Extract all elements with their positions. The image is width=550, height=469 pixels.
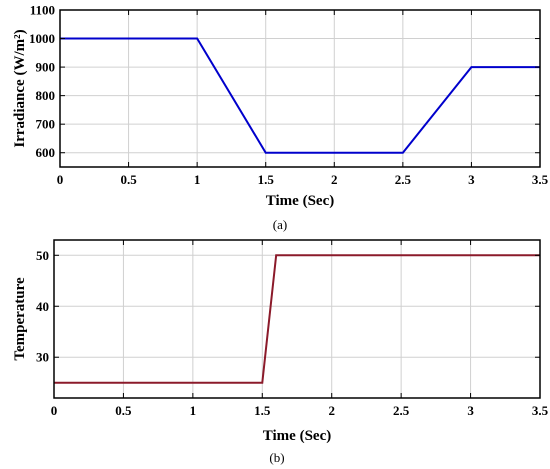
y-axis-label: Irradiance (W/m²) (12, 29, 28, 147)
y-axis-label: Temperature (12, 277, 28, 361)
x-tick-label: 0.5 (120, 172, 137, 187)
x-tick-label: 2.5 (393, 403, 410, 418)
series-line (60, 37, 540, 154)
y-tick-label: 1000 (29, 31, 55, 46)
x-axis-label: Time (Sec) (266, 193, 334, 209)
x-tick-label: 2 (331, 172, 338, 187)
x-tick-label: 2.5 (395, 172, 412, 187)
y-tick-label: 600 (36, 145, 56, 160)
x-tick-label: 3 (468, 172, 475, 187)
plot-frame (53, 239, 541, 399)
y-tick-label: 800 (36, 88, 56, 103)
x-tick-label: 1 (190, 403, 197, 418)
x-tick-label: 0 (51, 403, 58, 418)
x-tick-label: 0 (57, 172, 64, 187)
x-tick-label: 3.5 (532, 403, 549, 418)
chart-a: 0 0.5 1 1.5 2 2.5 3 3.5 600 700 800 900 1000 1100 Time… (12, 3, 549, 233)
plot-frame (59, 9, 541, 168)
x-tick-label: 1.5 (254, 403, 271, 418)
y-tick-label: 1100 (30, 3, 55, 18)
figure-caption: (a) (273, 217, 287, 232)
y-tick-label: 50 (36, 248, 49, 263)
x-tick-label: 3.5 (532, 172, 549, 187)
chart-b: 0 0.5 1 1.5 2 2.5 3 3.5 30 40 50 Time (Sec) Temperat… (12, 239, 549, 465)
figure-caption: (b) (269, 450, 284, 465)
y-tick-label: 900 (36, 60, 56, 75)
x-tick-label: 1.5 (258, 172, 275, 187)
y-tick-label: 40 (36, 299, 49, 314)
y-tick-label: 30 (36, 350, 49, 365)
x-tick-label: 2 (328, 403, 335, 418)
x-axis-label: Time (Sec) (263, 428, 331, 444)
series-line (54, 254, 540, 384)
x-tick-label: 1 (194, 172, 201, 187)
x-tick-label: 3 (467, 403, 474, 418)
x-tick-label: 0.5 (115, 403, 132, 418)
y-tick-label: 700 (36, 117, 56, 132)
